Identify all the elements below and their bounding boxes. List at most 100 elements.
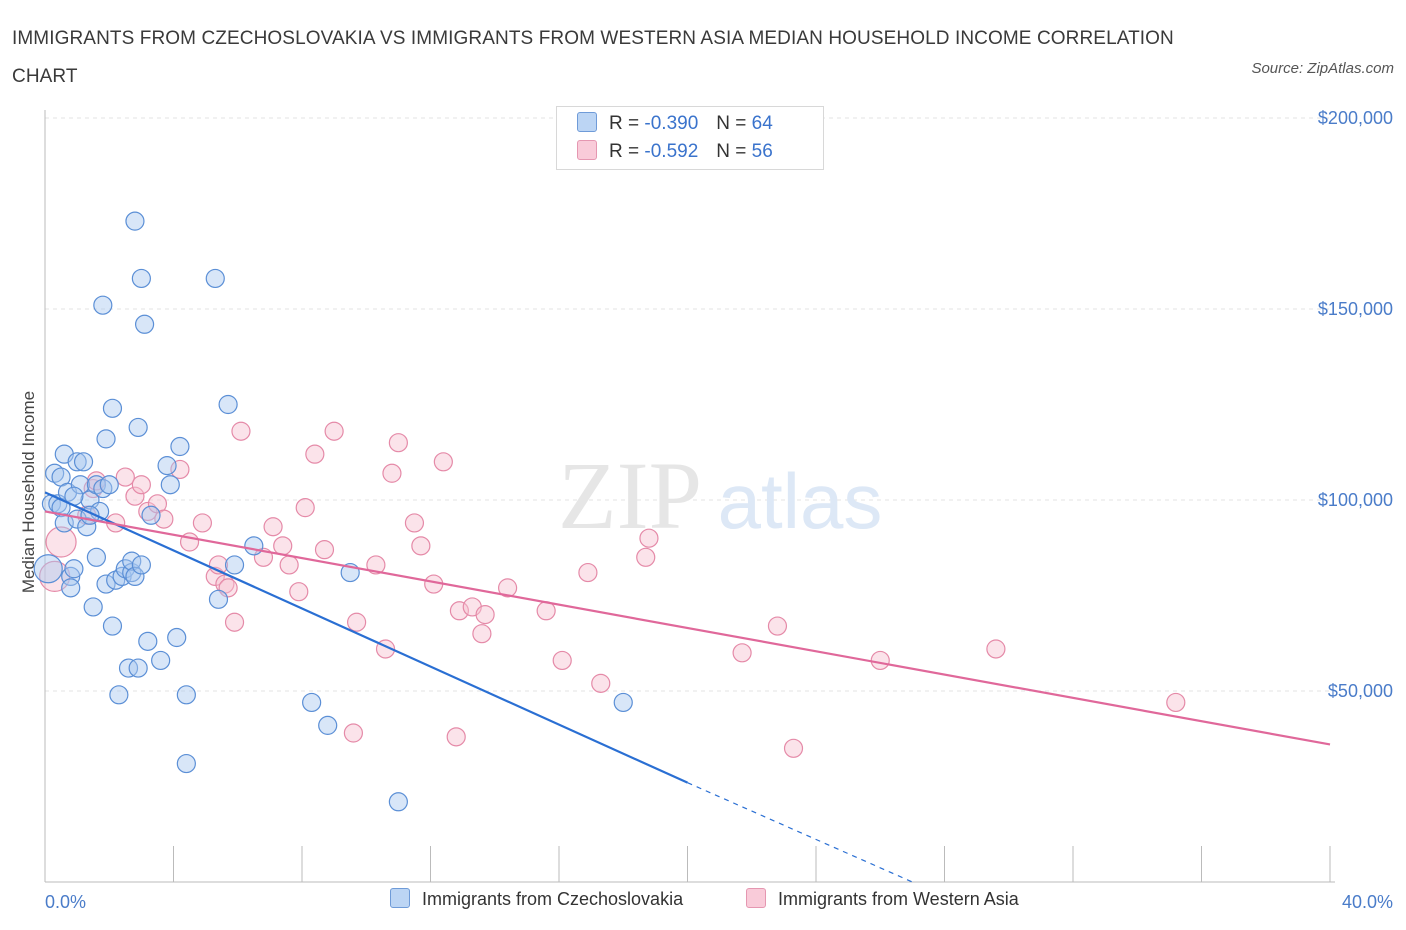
legend-n-value: 56 — [751, 141, 773, 162]
legend-row-czechoslovakia: R = -0.390 N = 64 — [577, 112, 773, 138]
point-czechoslovakia — [176, 685, 196, 705]
point-western-asia — [231, 421, 251, 441]
bottom-legend: Immigrants from Czechoslovakia Immigrant… — [0, 888, 1406, 918]
point-czechoslovakia — [109, 685, 129, 705]
point-czechoslovakia — [125, 211, 145, 231]
trend-line-western-asia — [44, 510, 1331, 746]
y-tick-label: $150,000 — [1318, 299, 1393, 319]
point-czechoslovakia — [122, 551, 142, 571]
point-western-asia — [366, 555, 386, 575]
x-tick-label: 0.0% — [45, 892, 86, 912]
point-western-asia — [289, 582, 309, 602]
trend-line-czechoslovakia — [44, 491, 688, 784]
point-western-asia — [449, 601, 470, 621]
legend-n-label: N = — [716, 141, 747, 162]
point-czechoslovakia — [70, 475, 90, 495]
bottom-legend-czechoslovakia: Immigrants from Czechoslovakia — [390, 888, 683, 910]
point-czechoslovakia — [128, 658, 148, 678]
point-czechoslovakia — [218, 394, 238, 415]
point-czechoslovakia — [134, 314, 155, 334]
point-czechoslovakia — [167, 627, 187, 648]
legend-r-value: -0.592 — [644, 141, 699, 162]
point-czechoslovakia — [318, 715, 338, 735]
point-western-asia — [343, 723, 363, 743]
watermark-atlas: atlas — [718, 457, 883, 545]
point-western-asia — [154, 509, 174, 529]
y-tick-label: $200,000 — [1318, 108, 1393, 128]
point-czechoslovakia — [61, 578, 81, 598]
legend: R = -0.390 N = 64 R = -0.592 N = 56 — [556, 106, 824, 170]
bottom-legend-western-asia: Immigrants from Western Asia — [746, 888, 1019, 910]
point-czechoslovakia — [388, 792, 408, 812]
x-tick-labels: 0.0% 40.0% — [45, 892, 1393, 912]
point-western-asia — [636, 547, 656, 567]
point-czechoslovakia — [205, 268, 225, 289]
point-western-asia — [1166, 692, 1186, 713]
y-tick-labels: $50,000 $100,000 $150,000 $200,000 — [1318, 108, 1393, 701]
legend-n-value: 64 — [751, 113, 773, 134]
legend-row-western-asia: R = -0.592 N = 56 — [577, 140, 773, 166]
point-western-asia — [767, 616, 788, 636]
grid-lines — [45, 117, 1330, 692]
point-western-asia — [263, 517, 283, 537]
bottom-legend-swatch-czechoslovakia — [390, 888, 410, 908]
point-czechoslovakia — [208, 589, 229, 609]
point-western-asia — [433, 452, 453, 472]
point-western-asia — [578, 562, 598, 583]
bottom-legend-swatch-western-asia — [746, 888, 766, 908]
point-czechoslovakia — [33, 554, 63, 584]
x-tick-label: 40.0% — [1342, 892, 1393, 912]
trend-lines — [44, 491, 1331, 883]
point-western-asia — [192, 513, 213, 533]
point-czechoslovakia — [96, 429, 116, 449]
point-western-asia — [347, 612, 367, 632]
point-czechoslovakia — [83, 597, 103, 617]
watermark: ZIP atlas — [558, 442, 882, 549]
point-czechoslovakia — [170, 436, 190, 457]
point-western-asia — [639, 528, 659, 548]
series-czechoslovakia-points — [33, 211, 633, 812]
point-western-asia — [170, 459, 190, 480]
point-czechoslovakia — [224, 555, 245, 575]
point-western-asia — [591, 673, 611, 693]
point-czechoslovakia — [73, 452, 94, 472]
point-czechoslovakia — [93, 295, 113, 315]
point-czechoslovakia — [99, 475, 119, 495]
point-czechoslovakia — [118, 658, 139, 678]
point-western-asia — [552, 650, 572, 671]
watermark-zip: ZIP — [558, 442, 702, 549]
legend-r-label: R = — [609, 141, 640, 162]
point-western-asia — [115, 467, 135, 487]
point-czechoslovakia — [138, 631, 158, 651]
point-western-asia — [498, 578, 518, 598]
point-western-asia — [131, 475, 151, 495]
point-western-asia — [279, 555, 299, 575]
point-western-asia — [870, 650, 890, 671]
point-western-asia — [382, 463, 402, 483]
point-western-asia — [305, 444, 325, 464]
legend-r-value: -0.390 — [644, 113, 699, 134]
point-czechoslovakia — [102, 616, 123, 636]
point-czechoslovakia — [64, 559, 84, 579]
bottom-legend-label-czechoslovakia: Immigrants from Czechoslovakia — [422, 889, 684, 909]
axes — [44, 110, 1335, 883]
chart-title: IMMIGRANTS FROM CZECHOSLOVAKIA VS IMMIGR… — [12, 28, 1174, 87]
point-czechoslovakia — [141, 505, 161, 525]
point-western-asia — [404, 513, 425, 533]
point-czechoslovakia — [131, 555, 151, 575]
point-czechoslovakia — [131, 268, 151, 289]
y-tick-label: $100,000 — [1318, 490, 1393, 510]
point-western-asia — [314, 540, 335, 560]
point-western-asia — [224, 612, 245, 632]
point-western-asia — [783, 738, 804, 758]
point-czechoslovakia — [160, 475, 180, 495]
point-western-asia — [388, 433, 408, 453]
point-western-asia — [472, 624, 492, 644]
point-czechoslovakia — [151, 650, 171, 671]
point-western-asia — [125, 486, 145, 506]
point-czechoslovakia — [96, 574, 116, 594]
point-western-asia — [986, 639, 1006, 659]
point-czechoslovakia — [77, 517, 97, 537]
trend-line-czechoslovakia-extension — [687, 782, 913, 883]
